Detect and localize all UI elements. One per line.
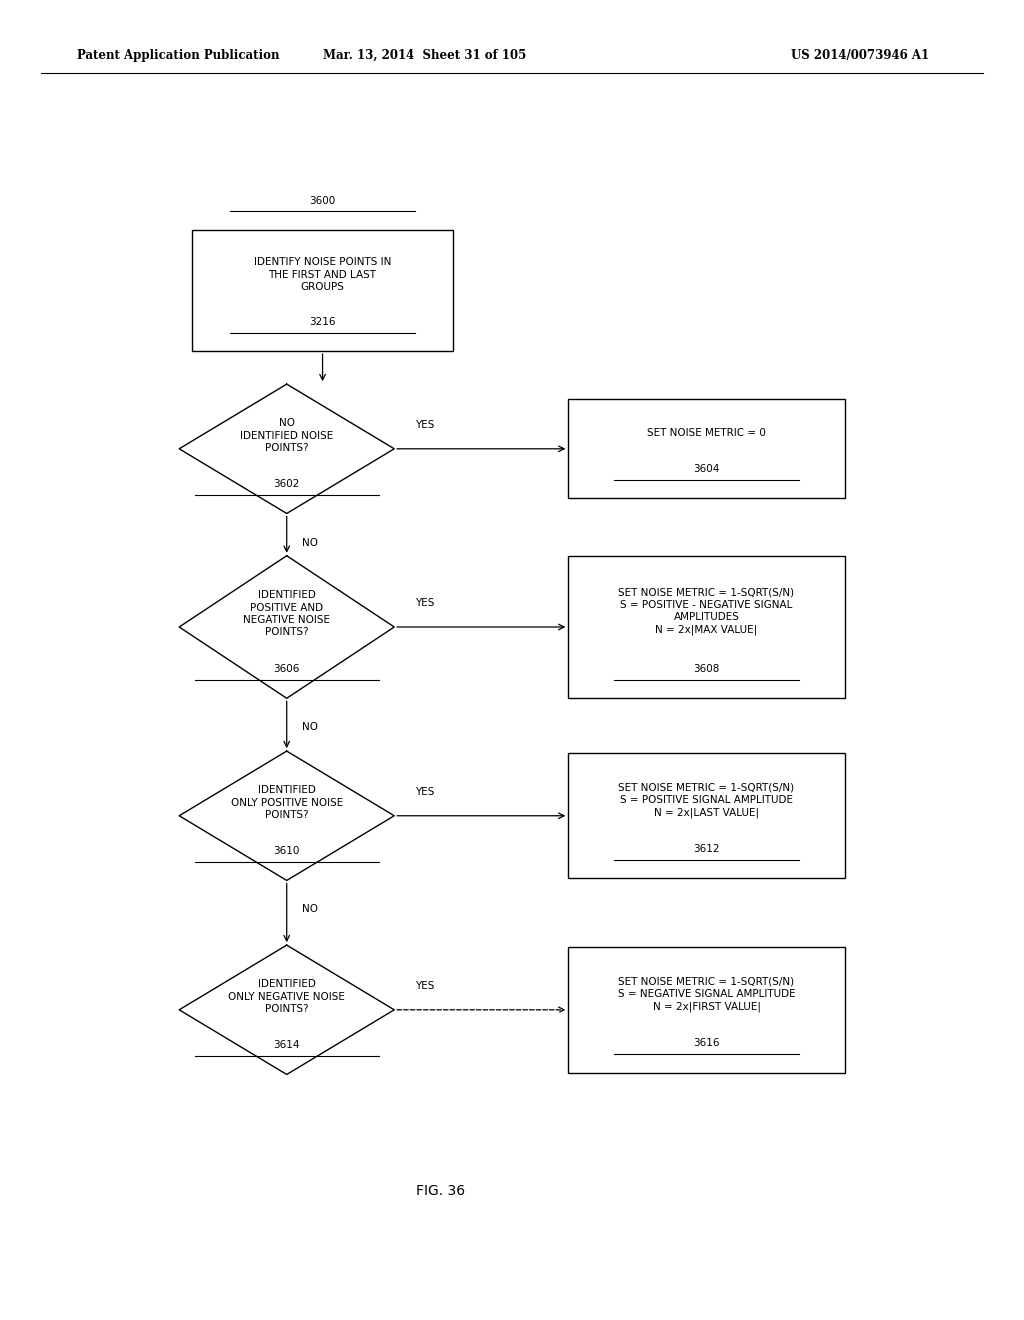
Bar bbox=[568, 948, 845, 1072]
Text: NO: NO bbox=[302, 537, 318, 548]
Text: FIG. 36: FIG. 36 bbox=[416, 1184, 465, 1197]
Text: SET NOISE METRIC = 1-SQRT(S/N)
S = NEGATIVE SIGNAL AMPLITUDE
N = 2x|FIRST VALUE|: SET NOISE METRIC = 1-SQRT(S/N) S = NEGAT… bbox=[617, 977, 796, 1011]
Text: YES: YES bbox=[415, 787, 434, 797]
Text: YES: YES bbox=[415, 981, 434, 991]
Text: SET NOISE METRIC = 1-SQRT(S/N)
S = POSITIVE SIGNAL AMPLITUDE
N = 2x|LAST VALUE|: SET NOISE METRIC = 1-SQRT(S/N) S = POSIT… bbox=[618, 783, 795, 817]
Text: Patent Application Publication: Patent Application Publication bbox=[77, 49, 280, 62]
Text: YES: YES bbox=[415, 598, 434, 609]
Text: IDENTIFIED
ONLY POSITIVE NOISE
POINTS?: IDENTIFIED ONLY POSITIVE NOISE POINTS? bbox=[230, 785, 343, 820]
Text: YES: YES bbox=[415, 420, 434, 430]
Text: SET NOISE METRIC = 1-SQRT(S/N)
S = POSITIVE - NEGATIVE SIGNAL
AMPLITUDES
N = 2x|: SET NOISE METRIC = 1-SQRT(S/N) S = POSIT… bbox=[618, 587, 795, 635]
Text: NO: NO bbox=[302, 722, 318, 733]
Text: IDENTIFY NOISE POINTS IN
THE FIRST AND LAST
GROUPS: IDENTIFY NOISE POINTS IN THE FIRST AND L… bbox=[254, 257, 391, 292]
Text: IDENTIFIED
POSITIVE AND
NEGATIVE NOISE
POINTS?: IDENTIFIED POSITIVE AND NEGATIVE NOISE P… bbox=[244, 590, 330, 638]
Bar bbox=[568, 752, 845, 879]
Text: 3600: 3600 bbox=[309, 195, 336, 206]
Text: 3216: 3216 bbox=[309, 317, 336, 327]
Text: US 2014/0073946 A1: US 2014/0073946 A1 bbox=[792, 49, 929, 62]
Text: 3608: 3608 bbox=[693, 664, 720, 675]
Text: IDENTIFIED
ONLY NEGATIVE NOISE
POINTS?: IDENTIFIED ONLY NEGATIVE NOISE POINTS? bbox=[228, 979, 345, 1014]
Bar bbox=[568, 556, 845, 698]
Bar bbox=[193, 230, 453, 351]
Text: NO: NO bbox=[302, 904, 318, 915]
Text: 3612: 3612 bbox=[693, 845, 720, 854]
Text: 3614: 3614 bbox=[273, 1040, 300, 1051]
Text: 3616: 3616 bbox=[693, 1039, 720, 1048]
Bar bbox=[568, 399, 845, 498]
Text: 3602: 3602 bbox=[273, 479, 300, 490]
Text: NO
IDENTIFIED NOISE
POINTS?: NO IDENTIFIED NOISE POINTS? bbox=[240, 418, 334, 453]
Text: Mar. 13, 2014  Sheet 31 of 105: Mar. 13, 2014 Sheet 31 of 105 bbox=[324, 49, 526, 62]
Text: SET NOISE METRIC = 0: SET NOISE METRIC = 0 bbox=[647, 428, 766, 438]
Text: 3610: 3610 bbox=[273, 846, 300, 857]
Text: 3604: 3604 bbox=[693, 465, 720, 474]
Text: 3606: 3606 bbox=[273, 664, 300, 675]
